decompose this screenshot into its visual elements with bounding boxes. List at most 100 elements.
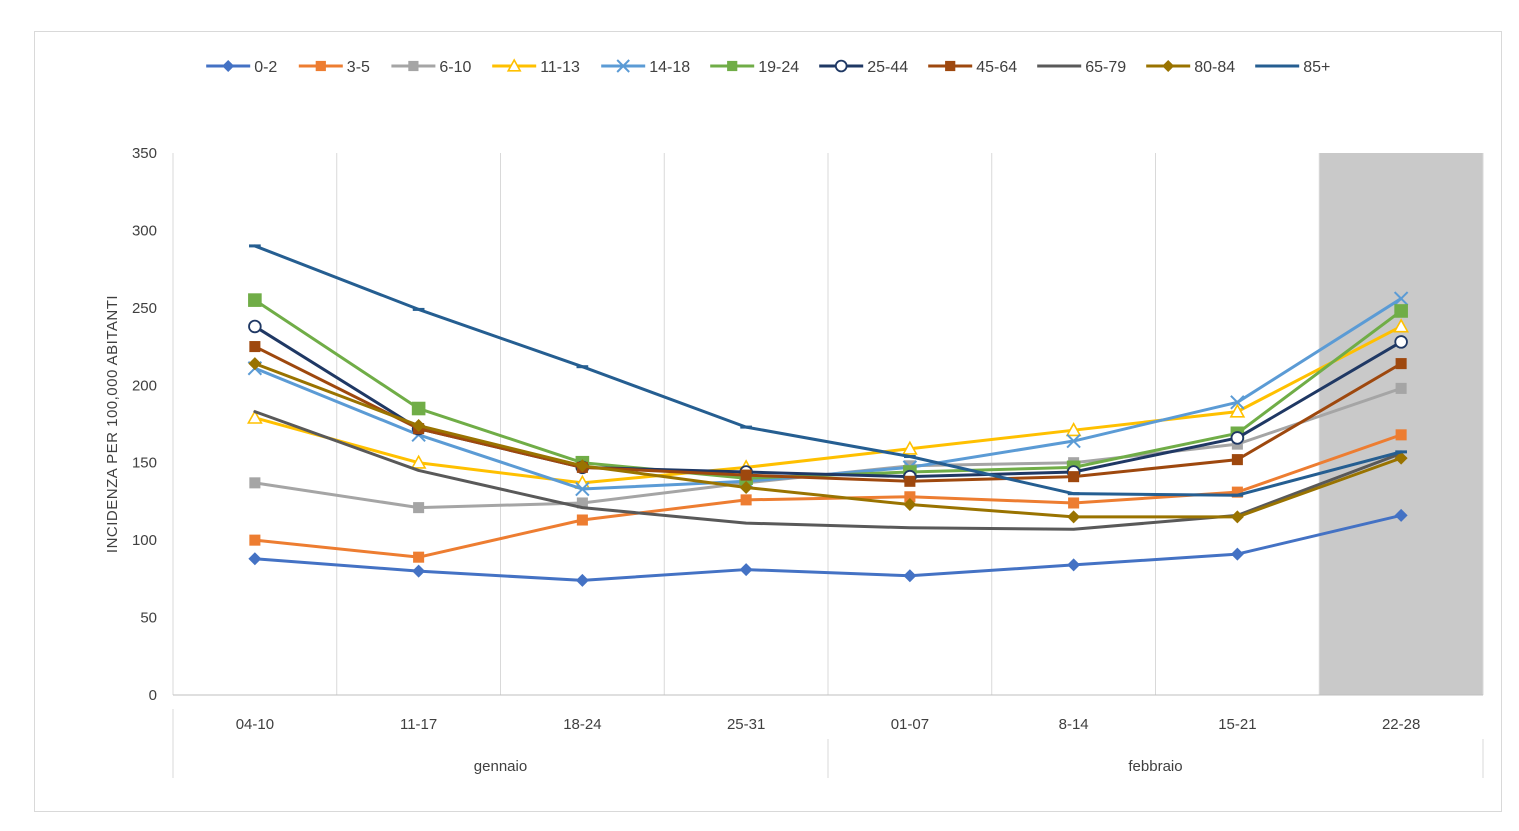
data-point-marker bbox=[248, 319, 262, 334]
series-85+ bbox=[249, 244, 1407, 497]
axis-layer: 0 50 100 150 200 250 300 350 04-10 11-17 18-24 25-3… bbox=[132, 145, 1484, 778]
data-point-marker bbox=[412, 419, 426, 433]
data-point-marker bbox=[1231, 486, 1243, 498]
data-point-marker bbox=[575, 573, 589, 587]
data-point-marker bbox=[412, 564, 426, 578]
legend-label: 65-79 bbox=[1085, 59, 1126, 76]
y-tick-label: 250 bbox=[132, 300, 157, 317]
data-point-marker bbox=[1393, 291, 1409, 306]
data-point-marker bbox=[1395, 382, 1407, 394]
data-point-marker bbox=[1230, 510, 1244, 524]
data-point-marker bbox=[576, 514, 588, 526]
data-point-marker bbox=[1162, 60, 1175, 72]
data-point-marker bbox=[410, 454, 427, 469]
y-axis-label: INCIDENZA PER 100,000 ABITANTI bbox=[104, 295, 121, 553]
y-tick-label: 50 bbox=[140, 610, 157, 627]
legend-layer: 0-2 3-5 6-10 11-13 14-18 19-24 25-44 45-64 65-79… bbox=[206, 58, 1330, 76]
x-tick-label: 01-07 bbox=[891, 716, 929, 733]
data-point-marker bbox=[739, 480, 753, 494]
legend-item: 85+ bbox=[1255, 59, 1330, 76]
legend-label: 25-44 bbox=[867, 59, 908, 76]
data-point-marker bbox=[740, 494, 752, 506]
highlight-layer bbox=[1319, 153, 1483, 695]
x-group-label: febbraio bbox=[1128, 758, 1182, 775]
legend-item: 45-64 bbox=[928, 59, 1017, 76]
series-11-13 bbox=[247, 318, 1409, 489]
series-80-84 bbox=[248, 357, 1408, 524]
y-tick-label: 300 bbox=[132, 222, 157, 239]
data-point-marker bbox=[1068, 471, 1080, 483]
legend-label: 14-18 bbox=[649, 59, 690, 76]
data-point-marker bbox=[576, 497, 588, 509]
data-point-marker bbox=[575, 459, 589, 473]
data-point-marker bbox=[1067, 510, 1081, 524]
x-group-label: gennaio bbox=[474, 758, 527, 775]
legend-item: 19-24 bbox=[710, 59, 799, 76]
marker-stroke bbox=[1230, 395, 1245, 410]
data-point-marker bbox=[1068, 497, 1080, 509]
data-point-marker bbox=[413, 551, 425, 563]
grid-layer bbox=[172, 153, 1484, 695]
legend-item: 6-10 bbox=[391, 59, 472, 76]
x-tick-label: 11-17 bbox=[400, 716, 437, 733]
legend-label: 6-10 bbox=[439, 59, 471, 76]
data-point-marker bbox=[904, 491, 916, 503]
data-point-marker bbox=[739, 563, 753, 577]
data-point-marker bbox=[222, 60, 235, 72]
legend-label: 85+ bbox=[1303, 59, 1330, 76]
legend-label: 19-24 bbox=[758, 59, 799, 76]
data-point-marker bbox=[1393, 318, 1409, 333]
data-point-marker bbox=[902, 440, 918, 455]
data-point-marker bbox=[945, 60, 956, 72]
x-tick-label: 04-10 bbox=[236, 716, 274, 733]
series-0-2 bbox=[248, 508, 1408, 587]
y-tick-label: 150 bbox=[132, 455, 157, 472]
marker-stroke bbox=[1066, 433, 1081, 449]
legend-label: 80-84 bbox=[1194, 59, 1235, 76]
data-point-marker bbox=[903, 498, 917, 512]
data-point-marker bbox=[1230, 431, 1245, 445]
y-tick-label: 100 bbox=[132, 532, 157, 549]
x-tick-label: 8-14 bbox=[1059, 716, 1089, 733]
marker-stroke bbox=[1393, 291, 1409, 306]
x-tick-label: 22-28 bbox=[1382, 716, 1420, 733]
legend-item: 65-79 bbox=[1037, 59, 1126, 76]
legend-item: 14-18 bbox=[601, 59, 690, 76]
highlight-region bbox=[1319, 153, 1483, 695]
data-point-marker bbox=[1394, 304, 1408, 318]
series-layer bbox=[247, 244, 1409, 587]
legend-label: 3-5 bbox=[347, 59, 370, 76]
data-point-marker bbox=[248, 357, 262, 371]
legend-item: 80-84 bbox=[1146, 59, 1235, 76]
legend-item: 3-5 bbox=[298, 59, 370, 76]
data-point-marker bbox=[1230, 547, 1244, 561]
data-point-marker bbox=[1395, 429, 1407, 441]
data-point-marker bbox=[1231, 454, 1243, 466]
series-line bbox=[253, 513, 1403, 582]
legend-label: 11-13 bbox=[540, 59, 580, 76]
data-point-marker bbox=[904, 475, 916, 487]
data-point-marker bbox=[1229, 403, 1246, 418]
data-point-marker bbox=[1394, 451, 1408, 465]
data-point-marker bbox=[1394, 508, 1408, 522]
data-point-marker bbox=[616, 59, 630, 73]
legend-item: 0-2 bbox=[206, 59, 277, 76]
data-point-marker bbox=[249, 341, 261, 353]
data-point-marker bbox=[903, 569, 917, 583]
data-point-marker bbox=[411, 401, 426, 416]
data-point-marker bbox=[575, 481, 590, 497]
x-tick-label: 25-31 bbox=[727, 716, 765, 733]
data-point-marker bbox=[247, 409, 263, 424]
marker-stroke bbox=[616, 59, 630, 73]
series-line bbox=[253, 324, 1403, 485]
data-point-marker bbox=[1395, 358, 1407, 370]
y-tick-label: 0 bbox=[149, 687, 157, 704]
data-point-marker bbox=[248, 293, 262, 307]
data-point-marker bbox=[408, 60, 419, 72]
marker-stroke bbox=[575, 481, 590, 497]
series-line bbox=[253, 244, 1403, 497]
y-tick-label: 200 bbox=[132, 377, 157, 394]
legend-item: 11-13 bbox=[492, 58, 580, 76]
x-tick-label: 15-21 bbox=[1218, 716, 1256, 733]
